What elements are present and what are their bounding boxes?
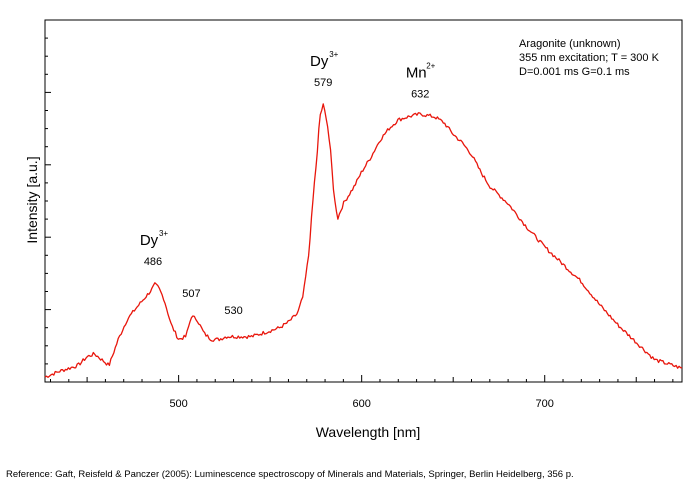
ion-label-base: Dy — [310, 53, 329, 70]
peak-label: 507 — [182, 288, 200, 300]
peak-label: 579 — [314, 77, 332, 89]
x-tick-label: 700 — [536, 398, 554, 410]
x-axis-title: Wavelength [nm] — [316, 424, 421, 440]
ion-label-charge: 3+ — [329, 50, 338, 59]
info-line-timing: D=0.001 ms G=0.1 ms — [519, 66, 630, 78]
x-tick-label: 600 — [352, 398, 370, 410]
info-line-excitation: 355 nm excitation; T = 300 K — [519, 52, 660, 64]
peak-annotations: 486 507 530 579 632 — [144, 77, 430, 317]
y-axis-title: Intensity [a.u.] — [24, 156, 40, 243]
x-axis-ticks: 500 600 700 — [49, 375, 674, 410]
x-tick-label: 500 — [169, 398, 187, 410]
peak-label: 632 — [411, 88, 429, 100]
peak-label: 486 — [144, 256, 162, 268]
ion-labels: Dy 3+Dy 3+Mn 2+ — [140, 50, 436, 249]
ion-label-base: Mn — [406, 64, 427, 81]
ion-label-charge: 3+ — [159, 229, 168, 238]
y-axis-ticks — [45, 19, 51, 383]
ion-label-charge: 2+ — [426, 61, 435, 70]
reference-citation: Reference: Gaft, Reisfeld & Panczer (200… — [6, 469, 574, 480]
info-box: Aragonite (unknown) 355 nm excitation; T… — [519, 38, 660, 78]
info-line-sample: Aragonite (unknown) — [519, 38, 621, 50]
spectrum-series-line — [44, 103, 683, 378]
peak-label: 530 — [224, 305, 242, 317]
ion-label-base: Dy — [140, 232, 159, 249]
